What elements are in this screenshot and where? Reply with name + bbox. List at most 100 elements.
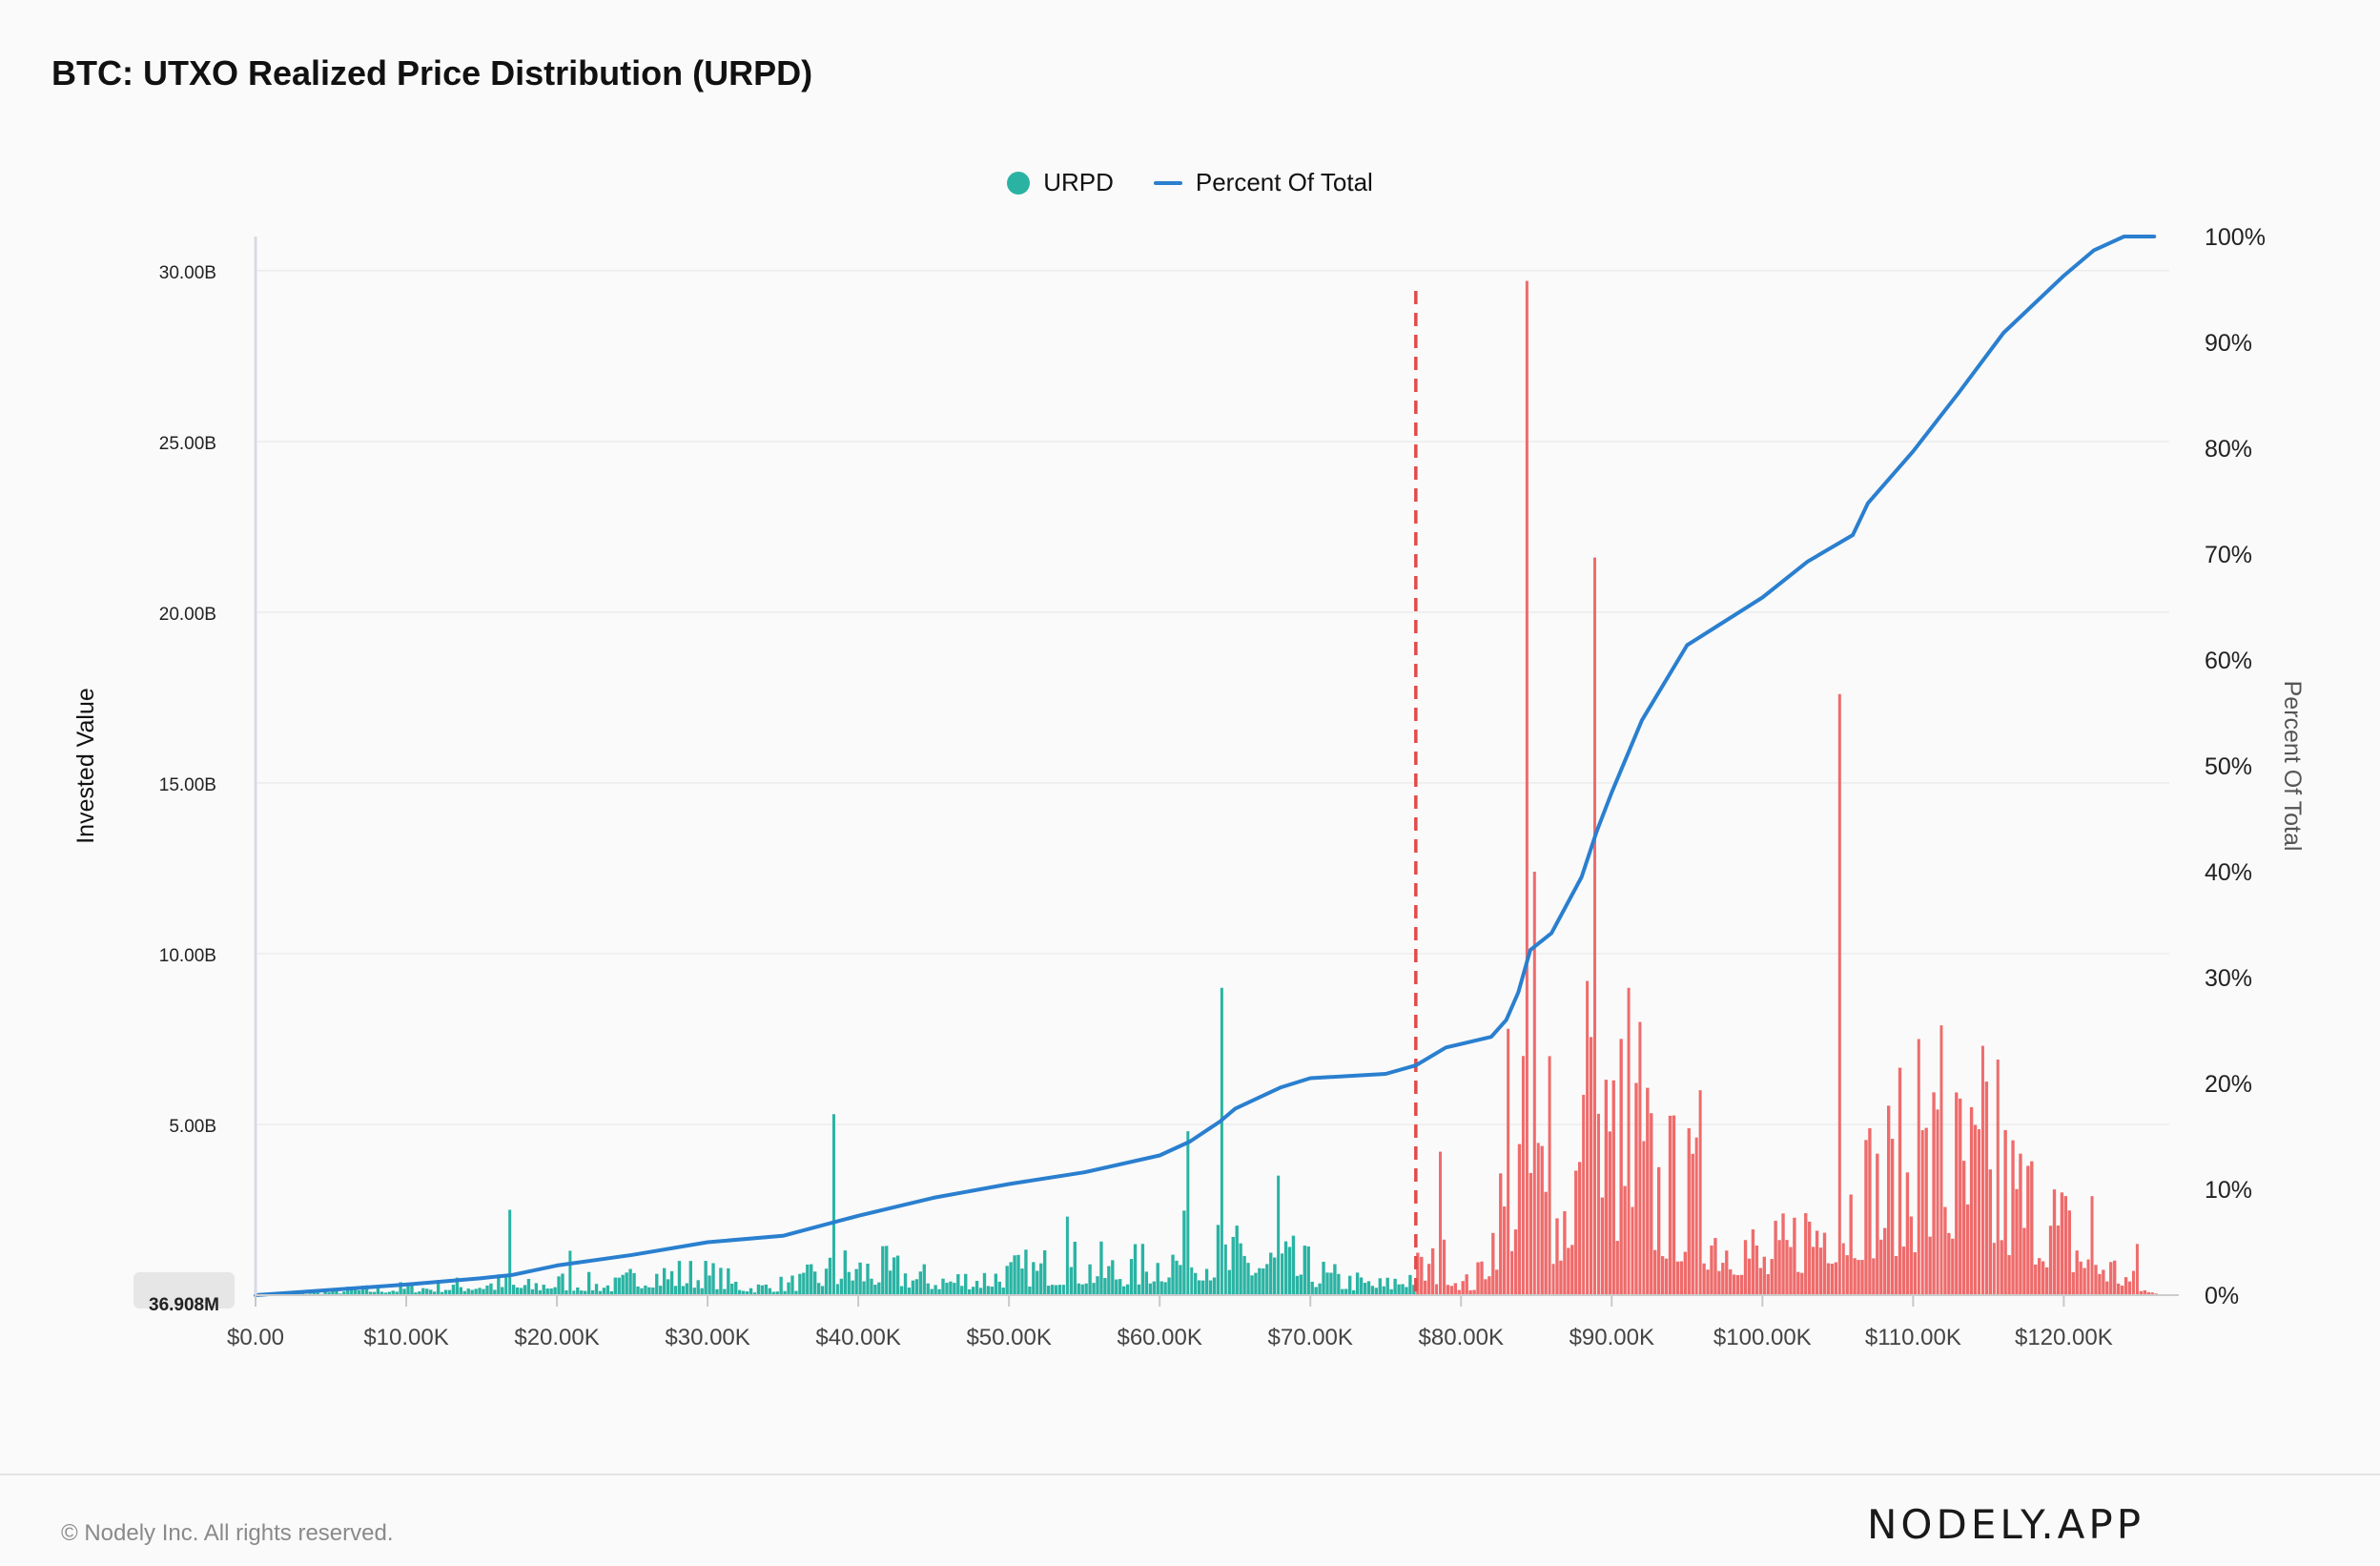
urpd-bar: [443, 1289, 448, 1295]
urpd-bar: [2063, 1196, 2068, 1295]
urpd-bar: [982, 1272, 987, 1295]
urpd-bar: [1457, 1289, 1461, 1295]
legend-item-urpd[interactable]: URPD: [1007, 168, 1114, 197]
urpd-bar: [1461, 1281, 1465, 1295]
urpd-bar: [798, 1273, 802, 1295]
urpd-bar: [971, 1287, 975, 1295]
legend-item-percent-of-total[interactable]: Percent Of Total: [1153, 168, 1373, 197]
brand-logo[interactable]: NODELY.APP: [1867, 1501, 2145, 1548]
urpd-bar: [1103, 1278, 1107, 1295]
x-tick-label: $70.00K: [1268, 1325, 1353, 1350]
urpd-bar: [1567, 1247, 1570, 1295]
urpd-bar: [418, 1291, 421, 1295]
urpd-bar: [1909, 1216, 1914, 1295]
urpd-bar: [1811, 1247, 1816, 1295]
urpd-bar: [605, 1285, 610, 1295]
urpd-bar: [914, 1279, 919, 1295]
urpd-bar: [816, 1283, 821, 1295]
y2-tick-label: 10%: [2205, 1177, 2252, 1204]
urpd-bar: [1179, 1265, 1182, 1295]
urpd-bar: [892, 1257, 896, 1295]
urpd-bar: [1631, 1206, 1634, 1295]
urpd-bar: [828, 1257, 832, 1295]
urpd-bar: [997, 1281, 1001, 1295]
urpd-bar: [557, 1276, 561, 1295]
urpd-bar: [489, 1283, 493, 1295]
urpd-bar: [383, 1292, 387, 1295]
urpd-bar: [1563, 1211, 1567, 1295]
urpd-bar: [1344, 1288, 1348, 1295]
urpd-bar: [2098, 1273, 2102, 1295]
urpd-bar: [1435, 1284, 1439, 1295]
urpd-bar: [835, 1284, 839, 1295]
urpd-bar: [1299, 1274, 1303, 1295]
urpd-bar: [851, 1280, 854, 1295]
urpd-bar: [669, 1270, 674, 1295]
y2-tick-label: 40%: [2205, 859, 2252, 886]
urpd-bar: [1314, 1287, 1318, 1295]
urpd-bar: [1318, 1283, 1322, 1295]
urpd-bar: [399, 1282, 402, 1295]
urpd-bar: [508, 1209, 512, 1295]
urpd-bar: [1115, 1279, 1118, 1295]
urpd-bar: [1159, 1281, 1163, 1295]
urpd-bar: [1262, 1268, 1265, 1295]
urpd-bar: [1627, 987, 1631, 1295]
urpd-bar: [1694, 1137, 1698, 1295]
urpd-bar: [360, 1286, 365, 1295]
urpd-bar: [511, 1285, 516, 1295]
urpd-bar: [2044, 1267, 2049, 1295]
urpd-bar: [953, 1283, 956, 1295]
y-min-badge: [133, 1272, 235, 1308]
urpd-bar: [1532, 872, 1536, 1295]
urpd-bar: [564, 1290, 568, 1295]
urpd-bar: [2135, 1244, 2139, 1295]
urpd-bar: [1080, 1284, 1084, 1295]
urpd-bar: [1043, 1249, 1047, 1295]
urpd-bar: [1917, 1039, 1920, 1295]
urpd-bar: [1789, 1247, 1793, 1295]
urpd-bar: [1137, 1284, 1141, 1295]
urpd-bar: [584, 1290, 587, 1295]
urpd-bar: [1529, 1172, 1533, 1295]
copyright-text: © Nodely Inc. All rights reserved.: [61, 1520, 394, 1546]
urpd-bar: [572, 1290, 576, 1295]
urpd-bar: [2038, 1258, 2041, 1295]
urpd-bar: [1800, 1272, 1804, 1295]
urpd-bar: [688, 1261, 692, 1295]
urpd-bar: [1378, 1278, 1382, 1295]
urpd-bar: [432, 1291, 437, 1295]
urpd-bar: [1363, 1283, 1367, 1295]
urpd-bar: [1351, 1289, 1356, 1295]
urpd-bar: [1660, 1256, 1665, 1295]
urpd-bar: [975, 1280, 979, 1295]
urpd-bar: [903, 1273, 908, 1295]
urpd-bar: [1729, 1268, 1733, 1295]
urpd-bar: [1118, 1279, 1122, 1295]
urpd-bar: [602, 1288, 606, 1295]
y2-tick-label: 80%: [2205, 436, 2252, 463]
urpd-bar: [960, 1286, 964, 1295]
urpd-bar: [1977, 1129, 1980, 1295]
urpd-bar: [1687, 1128, 1691, 1295]
urpd-bar: [1785, 1240, 1789, 1295]
urpd-bar: [440, 1291, 444, 1295]
urpd-bar: [1385, 1277, 1389, 1295]
chart-title: BTC: UTXO Realized Price Distribution (U…: [51, 53, 813, 93]
urpd-bar: [1721, 1263, 1725, 1295]
x-tick-label: $90.00K: [1570, 1325, 1654, 1350]
urpd-bar: [1781, 1213, 1785, 1295]
urpd-bar: [824, 1268, 829, 1295]
y2-tick-label: 60%: [2205, 648, 2252, 674]
urpd-bar: [350, 1289, 354, 1295]
urpd-bar: [711, 1263, 715, 1295]
urpd-bar: [462, 1290, 466, 1295]
urpd-bar: [1589, 1037, 1593, 1295]
urpd-bar: [561, 1273, 564, 1295]
urpd-bar: [745, 1291, 749, 1295]
urpd-bar: [478, 1288, 482, 1295]
urpd-bar: [1868, 1127, 1872, 1295]
urpd-bar: [2030, 1161, 2034, 1295]
urpd-bar: [2143, 1289, 2146, 1295]
urpd-bar: [1348, 1275, 1352, 1295]
